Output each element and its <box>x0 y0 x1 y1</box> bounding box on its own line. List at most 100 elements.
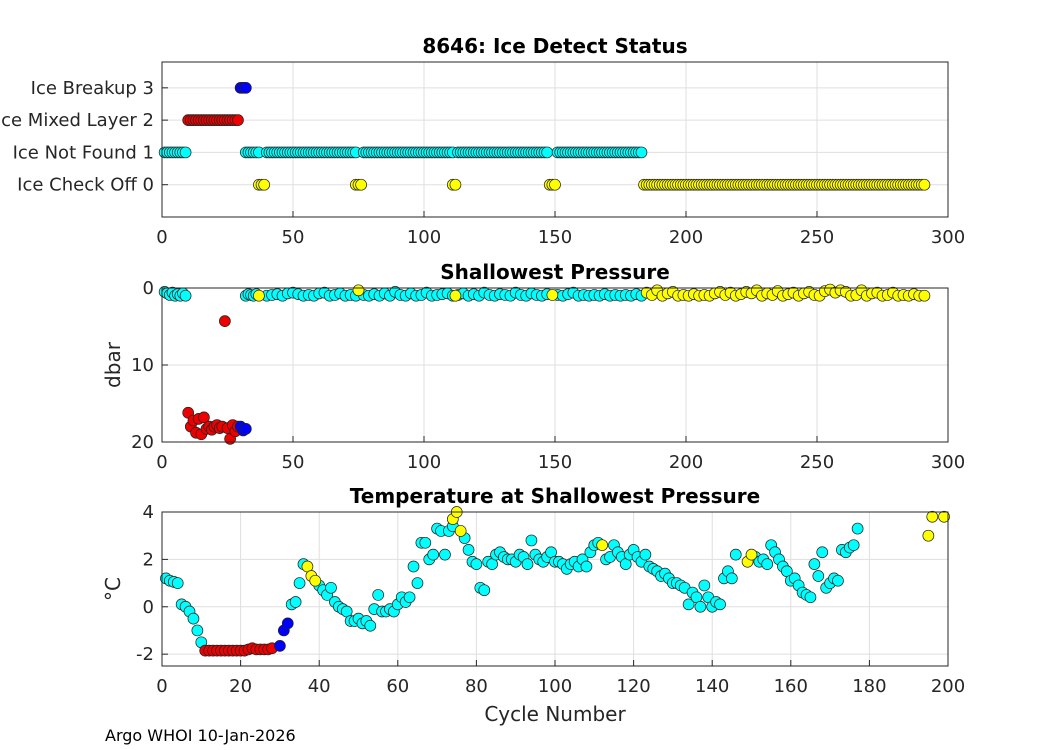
x-tick-label: 0 <box>156 452 167 473</box>
chart-1: 0 50 100 150 200 250 300 Ice Breakup 3 Ice Mixed… <box>0 34 965 248</box>
series-ice-breakup <box>234 420 252 437</box>
footer-label: Argo WHOI 10-Jan-2026 <box>105 726 296 745</box>
data-point <box>462 544 475 556</box>
y-axis-label: °C <box>101 577 125 601</box>
data-point <box>187 612 200 625</box>
x-tick-label: 140 <box>695 676 729 697</box>
series-ice-not-found <box>158 146 648 159</box>
data-point <box>470 558 483 570</box>
series-ice-mixed-layer <box>182 114 244 126</box>
x-tick-label: 160 <box>774 676 808 697</box>
data-point <box>198 411 210 424</box>
data-point <box>171 577 184 589</box>
data-point <box>725 572 738 585</box>
x-tick-label: 150 <box>538 452 572 473</box>
data-point <box>580 560 593 573</box>
data-point <box>364 619 377 632</box>
data-point <box>521 558 534 570</box>
y-tick-label: 4 <box>143 502 154 523</box>
plot-frame <box>161 287 949 443</box>
x-axis-label: Cycle Number <box>484 702 626 726</box>
x-tick-label: 60 <box>386 676 409 697</box>
data-point <box>639 548 652 561</box>
chart-3: 0 20 40 60 80 100 120 140 160 180 200420-2Temperat… <box>101 484 965 726</box>
x-tick-label: 50 <box>282 452 305 473</box>
data-point <box>938 510 950 523</box>
data-point <box>635 146 648 159</box>
data-point <box>698 579 711 592</box>
data-point <box>922 529 935 542</box>
data-point <box>449 178 462 191</box>
y-tick-label: Ice Check Off 0 <box>17 175 154 196</box>
data-point <box>274 640 286 652</box>
x-tick-label: 100 <box>538 676 572 697</box>
data-point <box>918 289 931 302</box>
plot-frame <box>161 511 949 667</box>
data-point <box>281 617 294 630</box>
x-tick-label: 300 <box>931 452 965 473</box>
series-ice-breakup <box>274 617 294 652</box>
data-point <box>694 600 707 613</box>
series-ice-check-off <box>253 178 931 191</box>
data-point <box>541 146 553 159</box>
data-point <box>745 548 758 561</box>
y-tick-label: 10 <box>131 355 154 376</box>
data-point <box>478 584 491 597</box>
data-point <box>219 315 231 327</box>
x-tick-label: 80 <box>465 676 488 697</box>
data-point <box>926 510 939 523</box>
x-tick-label: 0 <box>156 676 167 697</box>
x-tick-label: 250 <box>800 227 834 248</box>
y-tick-label: 20 <box>131 432 154 453</box>
data-point <box>832 574 844 587</box>
y-tick-label: 2 <box>143 549 154 570</box>
data-point <box>525 534 538 547</box>
data-point <box>449 289 462 302</box>
x-tick-label: 150 <box>538 227 572 248</box>
data-point <box>407 560 420 573</box>
data-point <box>847 539 860 552</box>
x-tick-label: 120 <box>616 676 650 697</box>
data-point <box>239 423 252 435</box>
x-tick-label: 300 <box>931 227 965 248</box>
y-tick-label: Ice Breakup 3 <box>31 78 154 99</box>
data-point <box>258 178 271 191</box>
chart-title: Shallowest Pressure <box>440 260 670 284</box>
data-point <box>372 589 384 601</box>
y-tick-label: Ice Not Found 1 <box>13 142 154 163</box>
data-point <box>179 146 192 159</box>
data-point <box>239 81 252 94</box>
x-tick-label: 100 <box>407 452 441 473</box>
data-point <box>325 581 337 594</box>
x-tick-label: 40 <box>308 676 331 697</box>
data-point <box>851 522 864 535</box>
y-tick-label: 0 <box>143 597 154 618</box>
data-point <box>918 178 931 191</box>
data-point <box>808 558 821 570</box>
x-tick-label: 250 <box>800 452 834 473</box>
data-point <box>419 536 432 549</box>
x-tick-label: 20 <box>229 676 252 697</box>
data-point <box>232 114 244 126</box>
data-point <box>596 539 609 552</box>
data-point <box>454 525 467 537</box>
data-point <box>427 548 440 561</box>
x-tick-label: 180 <box>852 676 886 697</box>
series-ice-breakup <box>234 81 252 94</box>
data-point <box>761 558 774 570</box>
x-tick-label: 200 <box>669 227 703 248</box>
data-point <box>253 289 265 302</box>
data-point <box>549 178 561 191</box>
data-point <box>403 591 416 604</box>
data-point <box>714 598 726 611</box>
x-tick-label: 100 <box>407 227 441 248</box>
data-point <box>179 289 192 302</box>
data-point <box>309 574 322 587</box>
data-point <box>191 624 204 637</box>
chart-title: Temperature at Shallowest Pressure <box>350 484 760 508</box>
data-point <box>816 546 829 559</box>
data-point <box>411 577 424 589</box>
data-point <box>352 284 365 297</box>
data-point <box>682 598 695 611</box>
